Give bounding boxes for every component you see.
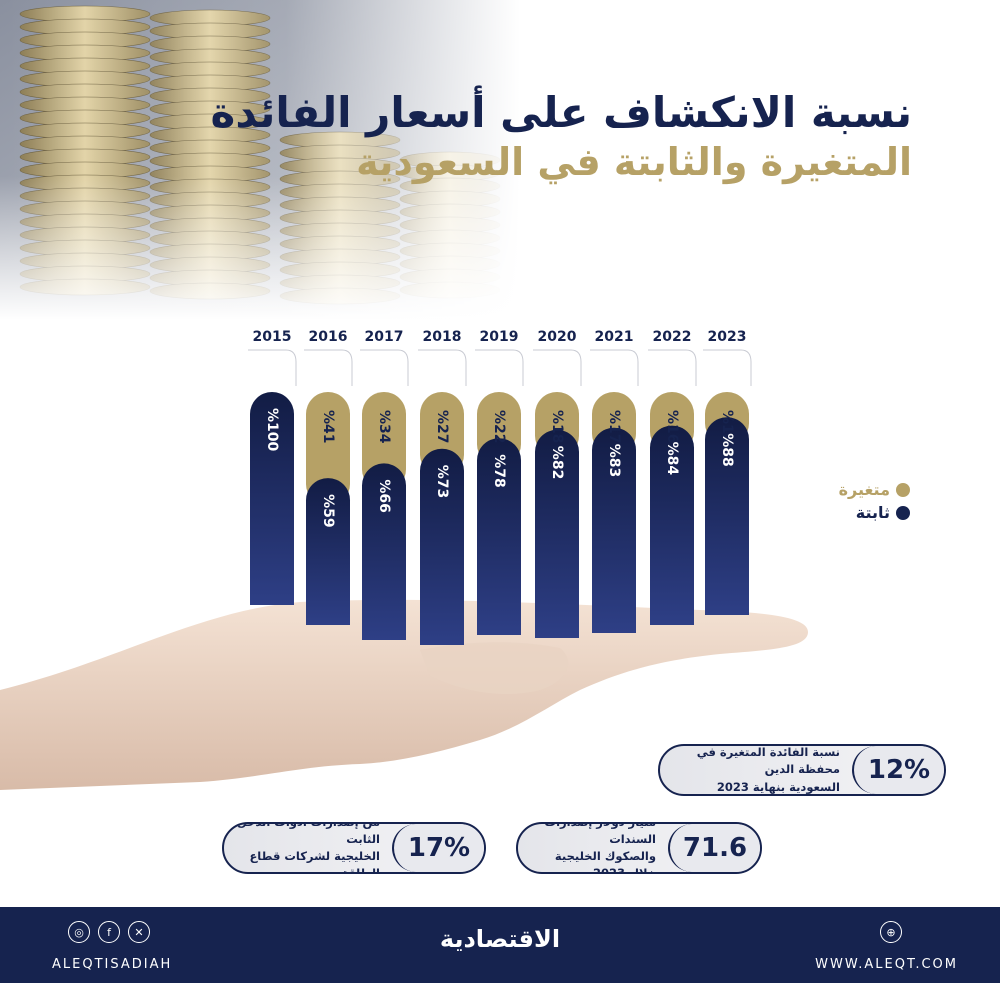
data-label-variable: %41 [320,410,336,444]
x-tick-label: 2023 [708,329,747,345]
year-bracket [533,349,582,386]
website-link[interactable]: WWW.ALEQT.COM [815,957,958,972]
footer: ◎ f ✕ ALEQTISADIAH الاقتصادية ⊕ WWW.ALEQ… [0,907,1000,983]
bar-fixed [592,427,636,633]
year-bracket [590,349,639,386]
stat-card-energy-share: 17% من إصدارات أدوات الدخل الثابت الخليج… [222,822,486,874]
stat-text-line-1: نسبة الفائدة المتغيرة في محفظة الدين [696,745,840,777]
legend: متغيرة ثابتة [839,480,910,526]
data-label-fixed: %100 [264,408,280,452]
x-tick-label: 2018 [423,329,462,345]
x-tick-label: 2016 [309,329,348,345]
social-links: ◎ f ✕ [68,921,150,943]
legend-variable-dot [896,482,910,497]
hand-illustration [0,599,808,790]
bar-fixed [535,429,579,638]
bar-fixed [705,417,749,615]
data-label-variable: %17 [606,410,622,444]
year-bracket [248,349,297,386]
stat-value: 12% [852,746,944,794]
data-label-fixed: %83 [606,444,622,478]
data-label-variable: %27 [434,410,450,444]
data-label-fixed: %78 [491,454,507,488]
data-label-fixed: %66 [376,479,392,513]
facebook-icon[interactable]: f [98,921,120,943]
legend-fixed: ثابتة [839,503,910,522]
stat-text-line-2: والصكوك الخليجية خلال 2023 [554,849,656,874]
x-tick-label: 2019 [480,329,519,345]
legend-fixed-dot [896,505,910,520]
stat-value: 17% [392,824,484,872]
data-label-fixed: %84 [664,442,680,476]
data-label-variable: %18 [549,410,565,444]
year-bracket [703,349,752,386]
bar-fixed [420,448,464,645]
stat-card-gcc-issuance: 71.6 مليار دولار إصدارات السندات والصكوك… [516,822,762,874]
social-handle[interactable]: ALEQTISADIAH [52,957,173,972]
x-icon[interactable]: ✕ [128,921,150,943]
stat-text-line-2: الخليجية لشركات قطاع الطاقة [249,849,380,874]
stat-card-variable-share: 12% نسبة الفائدة المتغيرة في محفظة الدين… [658,744,946,796]
year-bracket [360,349,409,386]
stat-text: مليار دولار إصدارات السندات والصكوك الخل… [518,824,668,874]
stat-text: من إصدارات أدوات الدخل الثابت الخليجية ل… [224,824,392,874]
data-label-fixed: %88 [719,433,735,467]
stat-text: نسبة الفائدة المتغيرة في محفظة الدين الس… [660,745,852,794]
x-tick-label: 2022 [653,329,692,345]
year-bracket [648,349,697,386]
data-label-variable: %34 [376,410,392,444]
year-bracket [304,349,353,386]
bar-fixed [250,392,294,605]
year-bracket [418,349,467,386]
x-tick-label: 2015 [253,329,292,345]
data-label-fixed: %73 [434,465,450,499]
data-label-variable: %16 [664,410,680,444]
stat-text-line-2: السعودية بنهاية 2023 [716,779,840,794]
globe-icon[interactable]: ⊕ [880,921,902,943]
title-line-1: نسبة الانكشاف على أسعار الفائدة [210,88,912,137]
instagram-icon[interactable]: ◎ [68,921,90,943]
data-label-variable: %12 [719,410,735,444]
bar-fixed [477,438,521,635]
data-label-fixed: %82 [549,446,565,480]
legend-variable: متغيرة [839,480,910,499]
title-line-2: المتغيرة والثابتة في السعودية [356,140,912,184]
stat-value: 71.6 [668,824,760,872]
bar-variable [306,392,350,507]
legend-variable-label: متغيرة [838,480,890,499]
hero-image [0,0,520,320]
legend-fixed-label: ثابتة [855,503,890,522]
data-label-fixed: %59 [320,494,336,528]
brand-logo: الاقتصادية [439,925,561,953]
x-tick-label: 2021 [595,329,634,345]
data-label-variable: %22 [491,410,507,444]
stat-text-line-1: مليار دولار إصدارات السندات [545,824,656,846]
x-tick-label: 2017 [365,329,404,345]
x-tick-label: 2020 [538,329,577,345]
stat-text-line-1: من إصدارات أدوات الدخل الثابت [237,824,380,846]
bar-fixed [306,478,350,625]
year-bracket [475,349,524,386]
bar-fixed [650,425,694,625]
bar-fixed [362,463,406,640]
